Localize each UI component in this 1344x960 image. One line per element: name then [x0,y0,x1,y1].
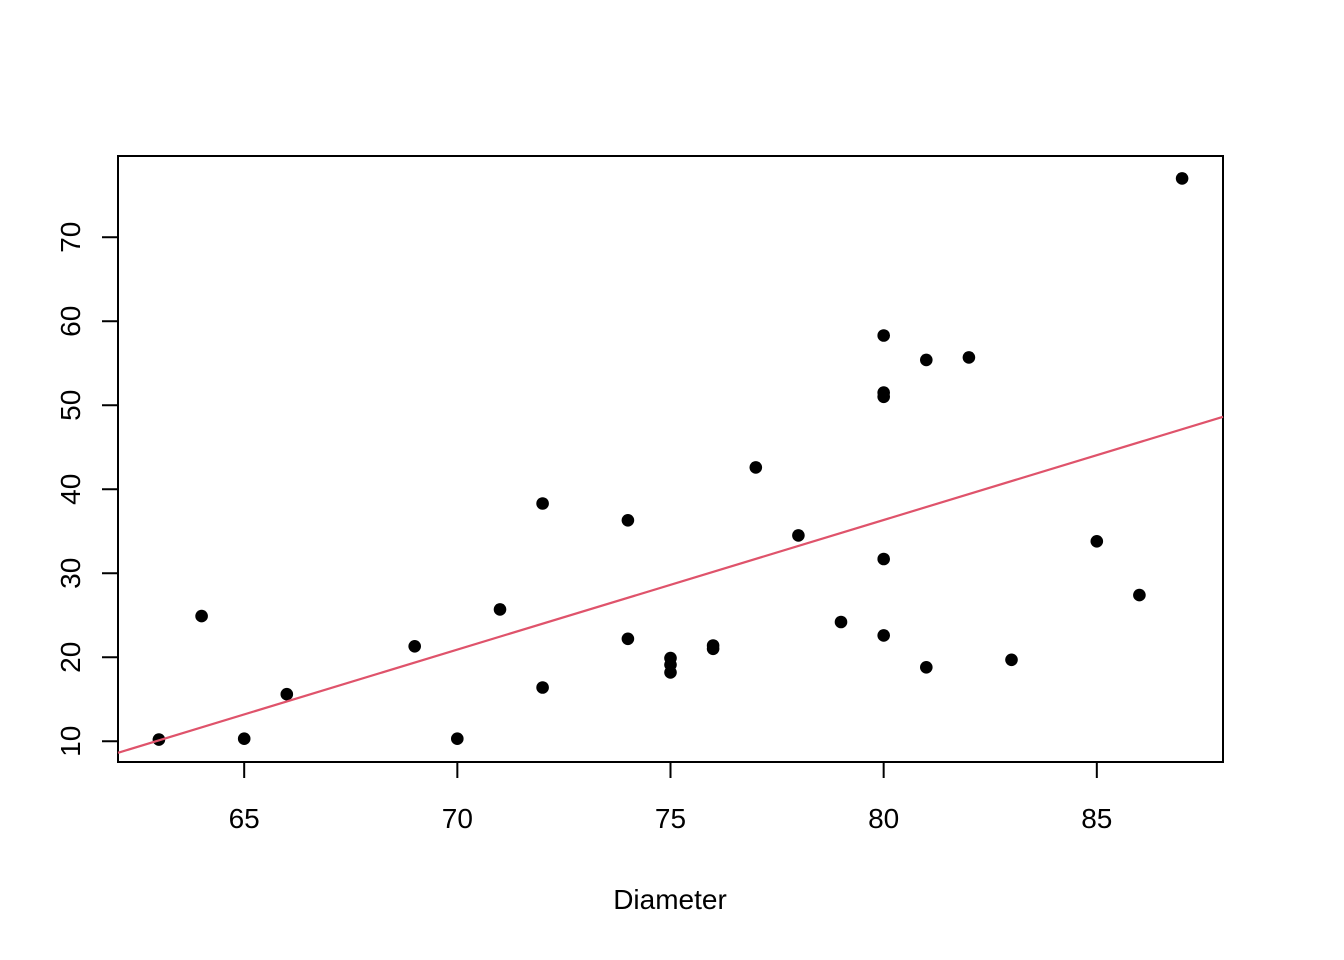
y-tick-label: 60 [55,306,86,337]
data-point [621,514,635,527]
data-point [280,687,294,701]
data-point [536,681,549,694]
y-tick-label: 70 [55,222,86,253]
x-tick-label: 85 [1081,803,1112,834]
y-tick-label: 20 [55,642,86,673]
data-point [962,351,976,364]
y-axis: 10 20 30 40 50 60 70 [55,222,117,757]
y-tick-label: 40 [55,474,86,505]
y-tick-label: 50 [55,390,86,421]
data-point [1005,653,1018,667]
x-tick-label: 80 [868,803,899,834]
data-point [195,609,208,623]
data-point [451,732,464,745]
data-point [877,329,890,342]
data-point [834,615,848,629]
data-point [1133,588,1146,602]
data-point [1175,172,1189,185]
data-point [408,640,422,653]
plot-border [117,155,1224,763]
data-point [237,732,251,745]
data-points [152,172,1189,746]
data-point [664,658,677,672]
x-ticks: 65 70 75 80 85 [229,763,1112,834]
data-point [1090,535,1104,548]
data-point [493,603,507,616]
data-point [877,552,890,566]
data-point [792,529,805,542]
x-axis-title: Diameter [613,884,727,915]
data-point [706,639,720,652]
data-point [877,629,890,642]
data-point [877,390,890,404]
y-tick-label: 30 [55,558,86,589]
data-point [749,461,763,474]
regression-line-group [117,415,1224,754]
x-tick-label: 70 [442,803,473,834]
data-point [621,632,635,646]
x-axis: 65 70 75 80 85 Diameter [229,763,1112,915]
x-tick-label: 65 [229,803,260,834]
data-point [536,497,549,510]
data-point [920,661,933,674]
regression-line [117,415,1224,754]
y-tick-label: 10 [55,726,86,757]
x-tick-label: 75 [655,803,686,834]
y-ticks: 10 20 30 40 50 60 70 [55,222,117,757]
data-point [920,353,933,367]
